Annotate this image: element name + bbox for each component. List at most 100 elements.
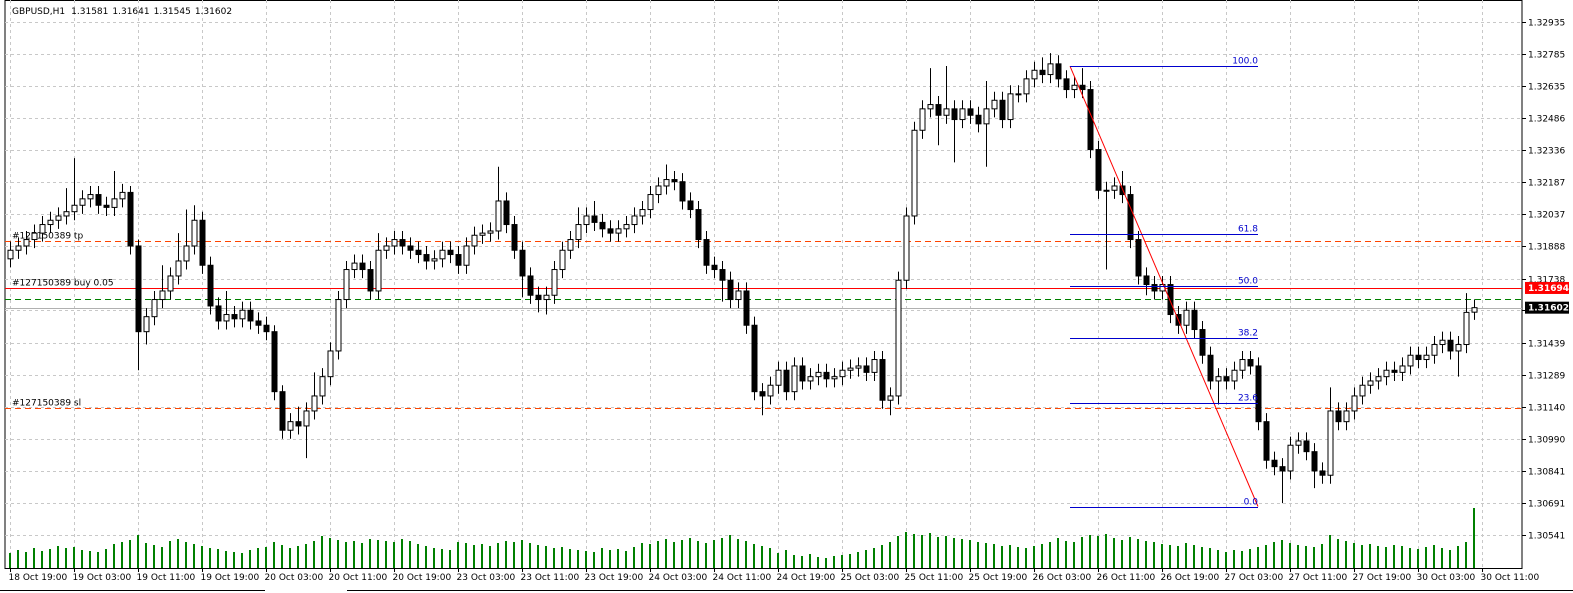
candle-body <box>95 194 102 206</box>
candle-body <box>791 365 798 393</box>
y-tick-label: 1.32486 <box>1528 115 1565 125</box>
fib-label: 0.0 <box>1244 498 1259 508</box>
candle-body <box>303 410 310 427</box>
candle-body <box>1015 93 1022 96</box>
candle-body <box>999 99 1006 121</box>
candle-body <box>975 114 982 125</box>
candle-body <box>823 371 830 380</box>
y-tick-label: 1.30691 <box>1528 500 1565 510</box>
y-tick-label: 1.30541 <box>1528 532 1565 542</box>
x-tick-label: 19 Oct 03:00 <box>73 573 132 583</box>
candle-body <box>711 264 718 271</box>
candle-body <box>231 314 238 320</box>
candle-body <box>415 249 422 256</box>
candle-body <box>567 239 574 251</box>
candle-body <box>1423 354 1430 361</box>
symbol-legend: GBPUSD,H1 1.31581 1.31641 1.31545 1.31602 <box>12 7 232 17</box>
candle-body <box>631 215 638 226</box>
candle-body <box>207 264 214 307</box>
candle-body <box>1471 307 1478 313</box>
candle-body <box>79 198 86 206</box>
candle-body <box>775 369 782 386</box>
candle-body <box>487 230 494 234</box>
ohlc-high: 1.31641 <box>112 7 149 17</box>
y-tick-label: 1.31888 <box>1528 243 1565 253</box>
x-tick-label: 25 Oct 11:00 <box>905 573 964 583</box>
candle-body <box>863 365 870 373</box>
candle-body <box>399 239 406 247</box>
candle-body <box>1127 194 1134 241</box>
y-tick-label: 1.31289 <box>1528 372 1565 382</box>
candle-body <box>1007 93 1014 121</box>
candle-body <box>759 391 766 397</box>
candle-body <box>1295 440 1302 446</box>
candle-body <box>911 129 918 217</box>
y-tick-label: 1.31140 <box>1528 404 1565 414</box>
candle-body <box>1151 284 1158 292</box>
candle-body <box>1103 189 1110 192</box>
candle-body <box>743 290 750 326</box>
candle-body <box>1247 359 1254 367</box>
candle-body <box>1071 84 1078 91</box>
y-tick-label: 1.32785 <box>1528 51 1565 61</box>
candle-body <box>1143 275 1150 286</box>
candle-body <box>503 200 510 226</box>
symbol: GBPUSD,H1 <box>12 7 65 17</box>
candle-body <box>871 359 878 373</box>
candle-body <box>727 279 734 301</box>
x-tick-label: 23 Oct 19:00 <box>585 573 644 583</box>
candle-body <box>1343 410 1350 423</box>
candle-body <box>935 104 942 116</box>
candle-body <box>47 219 54 226</box>
candle-body <box>1399 365 1406 373</box>
candle-body <box>663 179 670 187</box>
x-tick-label: 20 Oct 03:00 <box>265 573 324 583</box>
x-tick-label: 26 Oct 19:00 <box>1161 573 1220 583</box>
candle-body <box>1287 444 1294 472</box>
candle-body <box>471 234 478 247</box>
candle-body <box>543 294 550 301</box>
y-tick-label: 1.32336 <box>1528 147 1565 157</box>
candle-body <box>327 350 334 378</box>
x-tick-label: 27 Oct 19:00 <box>1353 573 1412 583</box>
candle-body <box>319 376 326 397</box>
candle-body <box>1207 354 1214 382</box>
fib-label: 23.6 <box>1238 394 1258 404</box>
level-label: #127150389 sl <box>12 399 81 409</box>
candle-body <box>799 365 806 382</box>
x-tick-label: 20 Oct 19:00 <box>393 573 452 583</box>
candle-body <box>887 395 894 401</box>
x-tick-label: 26 Oct 11:00 <box>1097 573 1156 583</box>
ohlc-close: 1.31602 <box>195 7 232 17</box>
candle-body <box>623 224 630 230</box>
plot-frame <box>4 0 1523 569</box>
level-price-box <box>1525 281 1569 294</box>
candle-body <box>1311 451 1318 472</box>
candle-body <box>919 108 926 131</box>
candle-body <box>847 367 854 371</box>
candle-body <box>1391 369 1398 373</box>
x-tick-label: 23 Oct 03:00 <box>457 573 516 583</box>
candle-body <box>687 200 694 211</box>
candle-body <box>1415 354 1422 361</box>
candle-body <box>1367 380 1374 386</box>
candle-body <box>1375 376 1382 382</box>
candle-body <box>71 204 78 213</box>
candle-body <box>167 275 174 292</box>
candle-body <box>119 191 126 200</box>
candle-body <box>815 371 822 378</box>
candle-body <box>1079 84 1086 91</box>
candle-body <box>239 309 246 320</box>
candle-body <box>407 245 414 251</box>
candle-body <box>463 245 470 266</box>
candle-body <box>367 269 374 292</box>
candle-body <box>31 232 38 241</box>
candle-body <box>423 254 430 262</box>
x-tick-label: 24 Oct 19:00 <box>777 573 836 583</box>
candle-body <box>87 194 94 200</box>
candle-body <box>679 181 686 202</box>
candle-body <box>959 108 966 121</box>
candle-body <box>1383 369 1390 378</box>
candle-body <box>559 249 566 271</box>
